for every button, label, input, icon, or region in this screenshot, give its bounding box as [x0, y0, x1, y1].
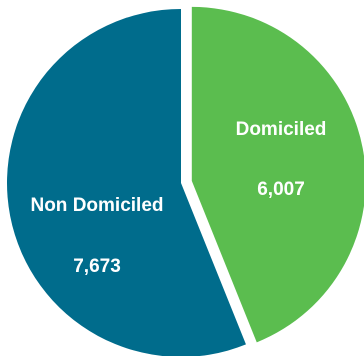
value-label-non-domiciled: 7,673	[73, 256, 121, 277]
pie-slice-domiciled[interactable]	[191, 6, 364, 343]
pie-slice-non-domiciled[interactable]	[7, 9, 246, 356]
category-label-domiciled: Domiciled	[236, 119, 327, 140]
value-label-domiciled: 6,007	[257, 179, 305, 200]
category-label-non-domiciled: Non Domiciled	[30, 195, 163, 216]
